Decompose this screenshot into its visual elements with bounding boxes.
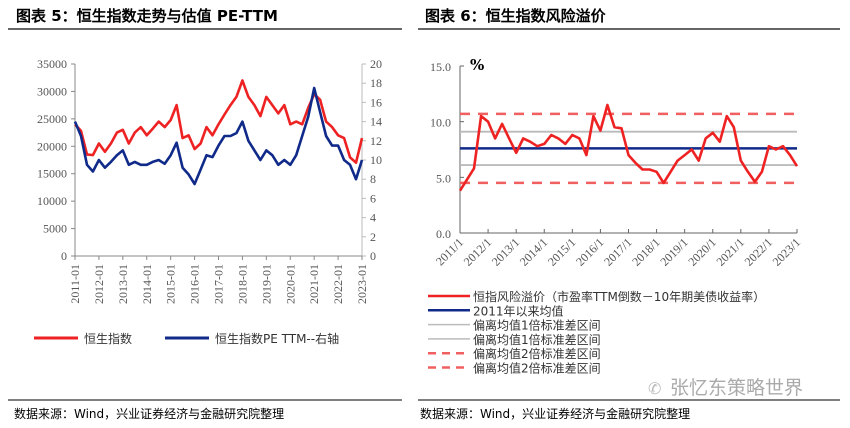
risk-premium-legend: 恒指风险溢价（市盈率TTM倒数－10年期美债收益率）2011年以来均值偏离均值1… (428, 289, 765, 376)
x-tick-label: 2014-01 (140, 264, 154, 304)
y-right-tick-label: 14 (370, 115, 382, 129)
x-tick-label: 2017/1 (601, 235, 634, 268)
legend-label: 恒指风险溢价（市盈率TTM倒数－10年期美债收益率） (473, 289, 765, 304)
y-left-tick-label: 25000 (37, 112, 67, 126)
y-right-tick-label: 2 (370, 230, 376, 244)
legend-label: 2011年以来均值 (473, 303, 564, 318)
y-left-tick-label: 30000 (37, 84, 67, 98)
x-tick-label: 2015-01 (164, 264, 178, 304)
x-tick-label: 2019-01 (259, 264, 273, 304)
y-tick-label: 10.0 (430, 116, 451, 130)
hsi-pe-chart: 0 5000 10000 15000 20000 25000 30000 35000 0 2 4 6 8… (37, 57, 382, 304)
left-figure-title: 图表 5：恒生指数走势与估值 PE-TTM (16, 7, 278, 25)
y-tick-label: 15.0 (430, 60, 451, 74)
y-tick-label: 0.0 (436, 227, 451, 241)
x-tick-label: 2017-01 (212, 264, 226, 304)
right-figure-title: 图表 6：恒生指数风险溢价 (425, 7, 607, 25)
y-right-tick-label: 18 (370, 76, 382, 90)
x-tick-label: 2013-01 (116, 264, 130, 304)
x-tick-label: 2016-01 (188, 264, 202, 304)
y-right-tick-label: 16 (370, 95, 382, 109)
legend-label-pe: 恒生指数PE TTM--右轴 (215, 331, 339, 346)
risk-premium-line (458, 103, 799, 192)
x-tick-label: 2011-01 (68, 264, 82, 304)
left-source: 数据来源：Wind，兴业证券经济与金融研究院整理 (14, 406, 284, 421)
x-tick-label: 2023/1 (770, 235, 803, 268)
y-left-tick-label: 0 (61, 249, 67, 263)
legend-label-hsi: 恒生指数 (84, 331, 132, 346)
wechat-icon: ✆ (648, 379, 661, 398)
x-tick-label: 2018/1 (629, 235, 662, 268)
x-tick-label: 2015/1 (545, 235, 578, 268)
y-right-tick-label: 4 (370, 211, 376, 225)
x-tick-label: 2012/1 (461, 235, 494, 268)
x-tick-label: 2014/1 (517, 235, 550, 268)
legend-label: 偏离均值2倍标准差区间 (473, 346, 601, 361)
x-tick-label: 2022-01 (331, 264, 345, 304)
x-tick-label: 2019/1 (657, 235, 690, 268)
x-tick-label: 2016/1 (573, 235, 606, 268)
y-unit-label: % (470, 56, 484, 74)
legend-label: 偏离均值1倍标准差区间 (473, 318, 601, 333)
x-tick-label: 2020-01 (283, 264, 297, 304)
y-tick-label: 5.0 (436, 171, 451, 185)
legend-label: 偏离均值2倍标准差区间 (473, 361, 601, 376)
risk-premium-chart: %0.05.010.015.02011/12012/12013/12014/12… (430, 56, 803, 269)
legend-label: 偏离均值1倍标准差区间 (473, 332, 601, 347)
y-right-tick-label: 0 (370, 249, 376, 263)
y-left-tick-label: 10000 (37, 194, 67, 208)
y-right-tick-label: 6 (370, 191, 376, 205)
x-tick-label: 2021-01 (307, 264, 321, 304)
watermark: 张忆东策略世界 (670, 377, 803, 399)
y-right-tick-label: 12 (370, 134, 382, 148)
x-tick-label: 2022/1 (742, 235, 775, 268)
right-source: 数据来源：Wind，兴业证券经济与金融研究院整理 (420, 406, 690, 421)
y-left-tick-label: 5000 (43, 222, 67, 236)
x-tick-label: 2023-01 (355, 264, 369, 304)
y-left-tick-label: 20000 (37, 139, 67, 153)
hsi-line (74, 79, 364, 164)
y-right-tick-label: 10 (370, 153, 382, 167)
y-left-tick-label: 15000 (37, 167, 67, 181)
x-tick-label: 2013/1 (489, 235, 522, 268)
y-right-tick-label: 8 (370, 172, 376, 186)
x-tick-label: 2018-01 (235, 264, 249, 304)
y-left-tick-label: 35000 (37, 57, 67, 71)
x-tick-label: 2012-01 (92, 264, 106, 304)
x-tick-label: 2020/1 (685, 235, 718, 268)
y-right-tick-label: 20 (370, 57, 382, 71)
x-tick-label: 2021/1 (713, 235, 746, 268)
pe-ttm-line (73, 86, 364, 186)
